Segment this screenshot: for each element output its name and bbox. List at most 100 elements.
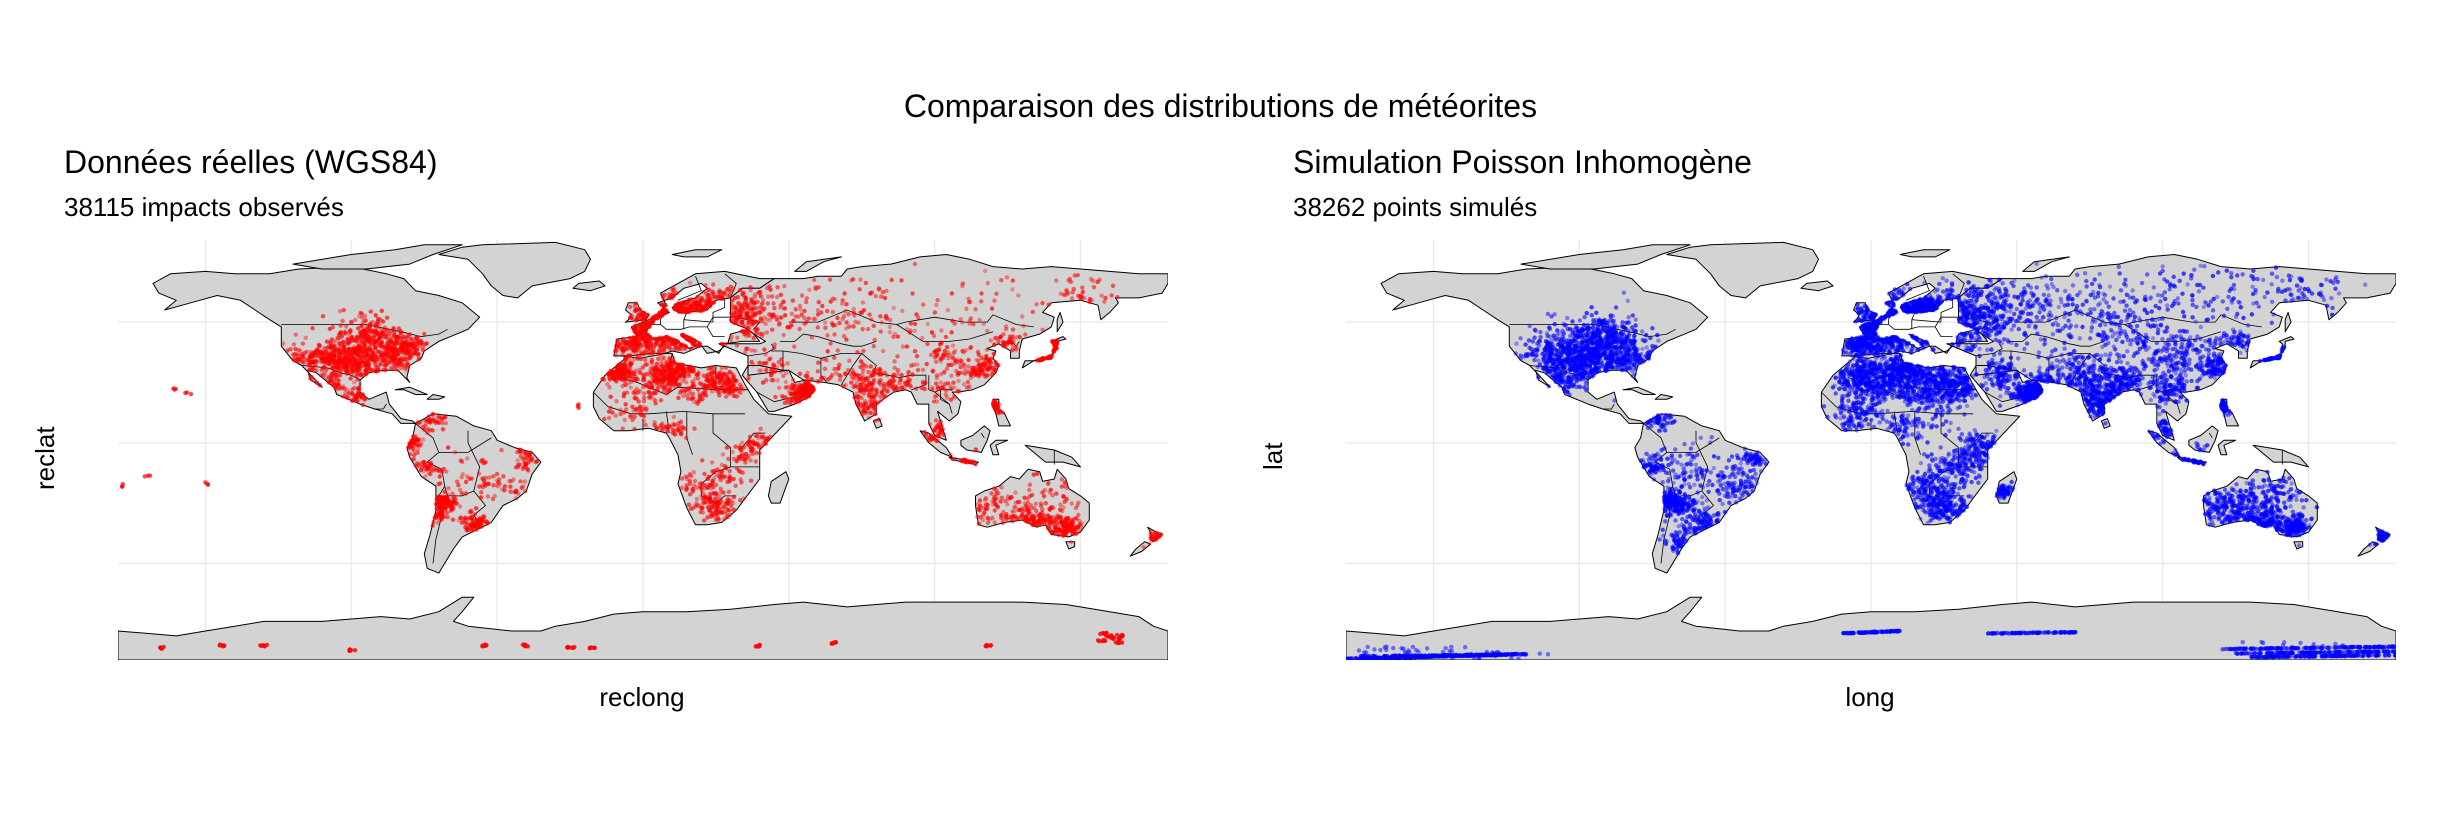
point-marker [927,421,932,427]
point-marker [1078,522,1083,527]
point-marker [1033,501,1038,506]
point-marker [1037,511,1043,517]
point-marker [730,306,735,311]
point-marker [651,378,657,383]
point-marker [884,313,889,319]
point-marker [791,318,796,324]
point-marker [1059,477,1065,482]
point-marker [188,391,194,397]
point-marker [391,345,396,351]
point-marker [686,502,692,507]
point-marker [298,348,303,354]
point-marker [350,362,355,368]
point-marker [770,327,775,332]
point-marker [621,394,626,399]
point-marker [632,308,638,314]
country-border [683,312,688,320]
point-marker [977,317,982,323]
country-shape-madagascar [767,471,790,504]
point-marker [636,399,641,404]
point-marker [702,386,707,391]
point-marker [971,367,976,372]
point-marker [757,360,762,365]
point-marker [500,487,505,492]
point-marker [828,341,833,346]
point-marker [865,377,870,383]
point-marker [642,338,648,344]
point-marker [362,328,367,333]
point-marker [337,386,343,391]
country-border [683,319,714,330]
point-marker [777,385,782,390]
point-marker [691,470,696,475]
point-marker [618,411,623,417]
point-marker [907,377,912,383]
point-marker [379,308,384,313]
point-marker [475,523,481,528]
point-marker [662,292,667,297]
point-marker [400,335,405,340]
point-marker [851,310,856,315]
point-marker [768,371,774,376]
point-marker [738,477,743,482]
point-marker [1010,287,1015,292]
point-marker [924,361,929,367]
point-marker [882,383,887,388]
point-marker [940,353,945,358]
point-marker [370,320,375,325]
point-marker [781,332,786,338]
point-marker [679,343,684,348]
point-marker [360,315,365,320]
point-marker [408,353,414,358]
point-marker [1054,278,1059,283]
point-marker [797,303,803,309]
point-marker [653,315,658,320]
point-marker [308,354,313,359]
point-marker [779,393,784,399]
point-marker [314,359,319,364]
point-marker [639,330,645,335]
point-marker [666,340,672,346]
point-marker [671,414,677,420]
point-marker [1005,502,1010,507]
point-marker [354,366,359,371]
point-marker [781,373,786,379]
point-marker [811,316,816,322]
point-marker [438,481,443,486]
point-marker [707,482,713,488]
point-marker [360,392,365,397]
point-marker [671,285,676,290]
point-marker [677,382,682,387]
point-marker [412,449,417,454]
point-marker [803,373,808,378]
point-marker [332,348,337,354]
point-marker [368,348,373,353]
point-marker [765,301,770,306]
point-marker [746,442,752,447]
point-marker [662,378,667,384]
point-marker [653,401,658,406]
point-marker [947,353,952,358]
point-marker [414,461,420,466]
point-marker [867,312,872,317]
point-marker [757,290,762,295]
point-marker [1023,332,1028,337]
point-marker [441,415,446,420]
point-marker [1118,634,1123,639]
point-marker [476,471,482,476]
point-marker [719,365,725,371]
point-marker [344,324,349,329]
point-marker [906,370,911,375]
point-marker [882,295,888,301]
point-marker [951,350,957,355]
point-marker [518,479,523,484]
point-marker [375,354,380,360]
point-marker [680,303,685,308]
point-marker [349,347,354,352]
point-marker [402,347,408,353]
point-marker [999,513,1004,518]
point-marker [766,294,771,299]
point-marker [352,355,357,360]
point-marker [742,329,747,334]
point-marker [797,371,803,376]
